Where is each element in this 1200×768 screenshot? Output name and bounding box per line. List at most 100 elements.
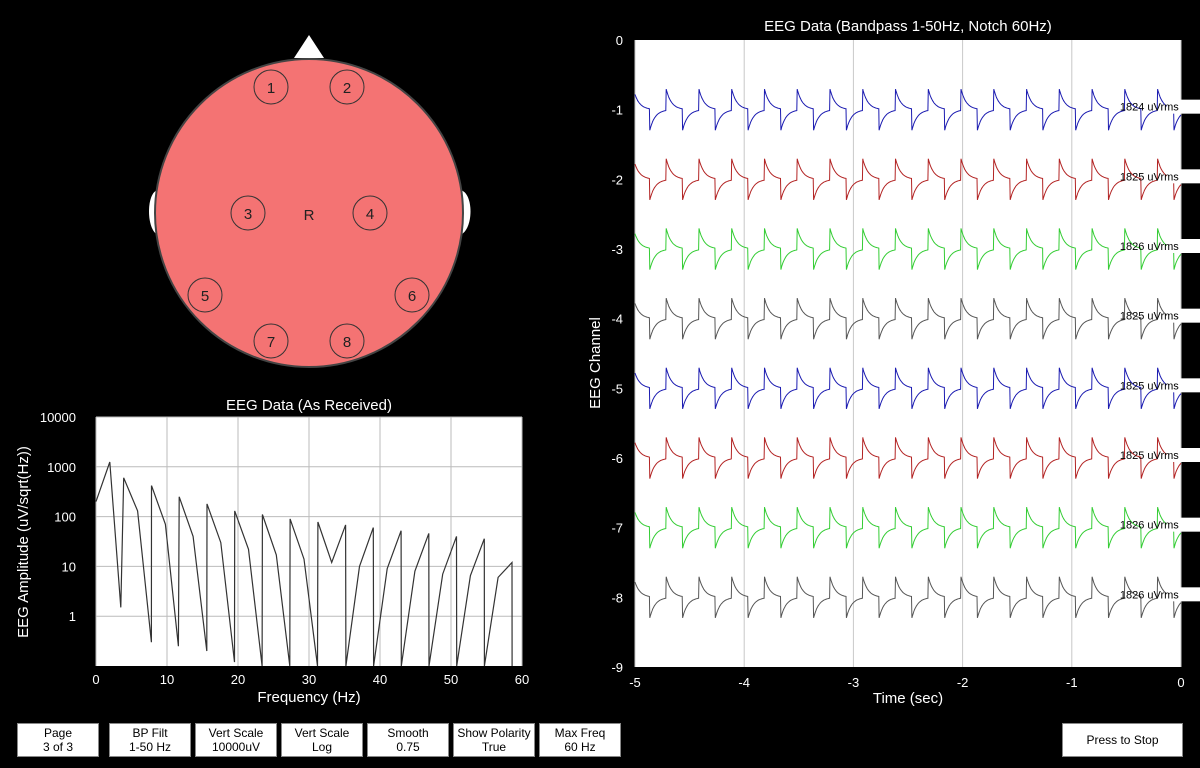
spectrum-x-tick-label: 60 (515, 672, 529, 687)
timeseries-y-tick-label: -6 (611, 451, 623, 466)
spectrum-x-tick-label: 50 (444, 672, 458, 687)
timeseries-y-tick-label: -4 (611, 312, 623, 327)
electrode-5-marker (187, 277, 223, 313)
timeseries-x-ticks: -5 -4 -3 -2 -1 0 (629, 675, 1184, 690)
spectrum-series-line (95, 461, 513, 667)
channel-5-rms-label: 1825 uVrms (1120, 380, 1179, 392)
show-polarity-button[interactable]: Show Polarity True (453, 723, 535, 757)
timeseries-y-tick-label: -5 (611, 381, 623, 396)
spectrum-y-tick-label: 100 (54, 510, 76, 525)
spectrum-y-tick-label: 10 (62, 559, 76, 574)
channel-2-label-bg (1166, 169, 1200, 184)
spectrum-chart: EEG Data (As Received) 0 10 20 30 40 50 60 100… (15, 397, 529, 706)
spectrum-x-tick-label: 20 (231, 672, 245, 687)
channel-6-label-bg (1166, 448, 1200, 462)
head-plot: 1 2 3 4 5 6 7 8 R (149, 35, 471, 368)
head-circle (154, 58, 464, 368)
spectrum-y-tick-label: 10000 (40, 410, 76, 425)
electrode-4-marker (352, 195, 388, 231)
spectrum-y-label: EEG Amplitude (uV/sqrt(Hz)) (15, 446, 32, 638)
spectrum-x-label: Frequency (Hz) (257, 689, 360, 706)
head-center-label: R (304, 207, 315, 224)
spectrum-y-ticks: 10000 1000 100 10 1 (40, 410, 76, 624)
timeseries-y-tick-label: -9 (611, 660, 623, 675)
vert-scale-type-button-line1: Vert Scale (294, 726, 350, 740)
bp-filter-button-line1: BP Filt (132, 726, 168, 740)
channel-8-rms-label: 1826 uVrms (1120, 589, 1179, 601)
vert-scale-range-button[interactable]: Vert Scale 10000uV (195, 723, 277, 757)
channel-4-trace (634, 297, 1182, 340)
timeseries-grid (634, 40, 1182, 667)
bp-filter-button[interactable]: BP Filt 1-50 Hz (109, 723, 191, 757)
channel-3-rms-label: 1826 uVrms (1120, 241, 1179, 253)
electrode-2-marker (329, 69, 365, 105)
channel-2-trace (634, 158, 1182, 201)
channel-5-label-bg (1166, 378, 1200, 393)
electrode-3-label: 3 (244, 206, 252, 223)
electrode-1-label: 1 (267, 80, 275, 97)
spectrum-x-ticks: 0 10 20 30 40 50 60 (92, 672, 529, 687)
nose-shape (294, 35, 324, 58)
smooth-button[interactable]: Smooth 0.75 (367, 723, 449, 757)
timeseries-y-ticks: 0 -1 -2 -3 -4 -5 -6 -7 -8 -9 (611, 33, 623, 675)
timeseries-x-tick-label: -5 (629, 675, 641, 690)
spectrum-x-tick-label: 10 (160, 672, 174, 687)
electrode-group: 1 2 3 4 5 6 7 8 (187, 69, 430, 359)
channel-7-label-bg (1166, 517, 1200, 532)
vert-scale-range-button-line2: 10000uV (211, 740, 261, 754)
spectrum-y-tick-label: 1 (69, 609, 76, 624)
timeseries-plot-area (635, 40, 1181, 667)
timeseries-y-tick-label: -1 (611, 103, 623, 118)
channel-3-label-bg (1166, 239, 1200, 253)
channel-8-trace (634, 576, 1182, 619)
channel-4-rms-label: 1825 uVrms (1120, 311, 1179, 323)
timeseries-y-tick-label: -3 (611, 242, 623, 257)
vert-scale-type-button[interactable]: Vert Scale Log (281, 723, 363, 757)
electrode-5-label: 5 (201, 288, 209, 305)
electrode-6-marker (394, 277, 430, 313)
timeseries-title: EEG Data (Bandpass 1-50Hz, Notch 60Hz) (764, 18, 1052, 35)
timeseries-x-tick-label: 0 (1177, 675, 1184, 690)
channel-5-trace (634, 367, 1182, 410)
vert-scale-type-button-line2: Log (311, 740, 333, 754)
channel-1-trace (634, 88, 1182, 131)
show-polarity-button-line1: Show Polarity (457, 726, 531, 740)
spectrum-y-tick-label: 1000 (47, 460, 76, 475)
electrode-4-label: 4 (366, 206, 374, 223)
spectrum-title: EEG Data (As Received) (226, 397, 392, 414)
channel-6-rms-label: 1825 uVrms (1120, 450, 1179, 462)
max-freq-button[interactable]: Max Freq 60 Hz (539, 723, 621, 757)
timeseries-x-tick-label: -2 (957, 675, 969, 690)
page-button[interactable]: Page 3 of 3 (17, 723, 99, 757)
vert-scale-range-button-line1: Vert Scale (208, 726, 264, 740)
spectrum-x-tick-label: 40 (373, 672, 387, 687)
electrode-6-label: 6 (408, 288, 416, 305)
show-polarity-button-line2: True (481, 740, 507, 754)
channel-8-label-bg (1166, 587, 1200, 602)
bp-filter-button-line2: 1-50 Hz (128, 740, 172, 754)
channel-1-label-bg (1166, 99, 1200, 114)
timeseries-x-tick-label: -1 (1066, 675, 1078, 690)
electrode-7-label: 7 (267, 334, 275, 351)
timeseries-x-tick-label: -4 (738, 675, 750, 690)
timeseries-x-tick-label: -3 (848, 675, 860, 690)
electrode-8-label: 8 (343, 334, 351, 351)
spectrum-x-tick-label: 0 (92, 672, 99, 687)
timeseries-y-tick-label: 0 (616, 33, 623, 48)
channel-3-trace (634, 228, 1182, 270)
timeseries-y-tick-label: -8 (611, 590, 623, 605)
electrode-1-marker (253, 69, 289, 105)
page-button-line1: Page (43, 726, 73, 740)
timeseries-y-label: EEG Channel (587, 317, 604, 409)
timeseries-y-tick-label: -2 (611, 172, 623, 187)
channel-7-trace (634, 506, 1182, 549)
smooth-button-line1: Smooth (387, 726, 429, 740)
channel-4-label-bg (1166, 308, 1200, 323)
electrode-3-marker (230, 195, 266, 231)
page-button-line2: 3 of 3 (42, 740, 74, 754)
channel-2-rms-label: 1825 uVrms (1120, 171, 1179, 183)
channel-7-rms-label: 1826 uVrms (1120, 520, 1179, 532)
stop-button[interactable]: Press to Stop (1062, 723, 1183, 757)
spectrum-x-tick-label: 30 (302, 672, 316, 687)
max-freq-button-line2: 60 Hz (564, 740, 596, 754)
